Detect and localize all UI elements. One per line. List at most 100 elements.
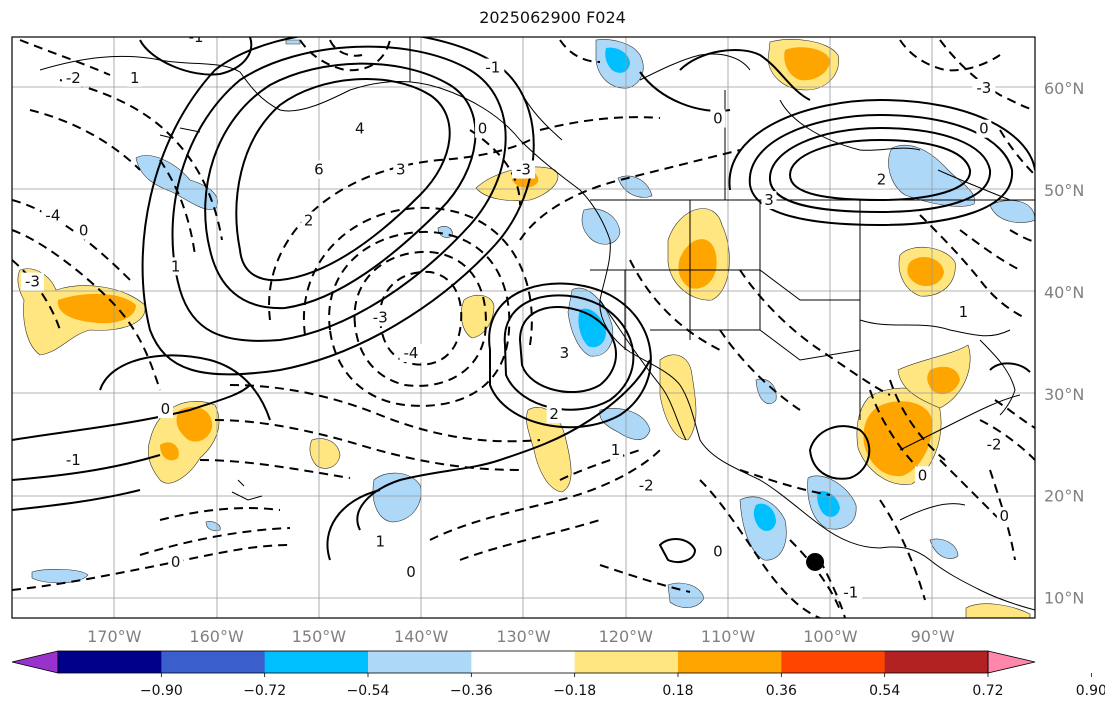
contour-label-bg <box>608 440 624 459</box>
contour-label: 0 <box>478 120 488 138</box>
contour-label-bg <box>982 435 1006 454</box>
colorbar-swatch <box>574 651 679 673</box>
contour-label-bg <box>475 119 491 138</box>
contour-label-bg <box>399 343 423 362</box>
contour-label: -2 <box>639 476 654 494</box>
contour-label: 2 <box>877 171 887 189</box>
colorbar-tick-label: −0.72 <box>243 683 286 699</box>
contour-label: 0 <box>161 400 171 418</box>
contour-label-bg <box>168 257 184 276</box>
contour-label-bg <box>368 308 392 327</box>
contour-label-bg <box>184 37 208 46</box>
contour-label: -3 <box>373 308 388 326</box>
contour-label: 2 <box>304 211 314 229</box>
positive-anomaly-core <box>176 406 213 442</box>
contour-label-bg <box>168 552 184 571</box>
contour-label-bg <box>839 583 863 602</box>
colorbar-swatch <box>161 651 266 673</box>
colorbar-swatch <box>264 651 369 673</box>
contour-label: 3 <box>396 161 406 179</box>
lat-tick-label: 40°N <box>1044 283 1084 302</box>
contour-label-bg <box>710 109 726 128</box>
colorbar-tick-label: 0.54 <box>869 683 900 699</box>
positive-anomaly-patch <box>965 603 1031 618</box>
colorbar-tick-label: 0.18 <box>662 683 693 699</box>
map-background <box>12 37 1035 618</box>
negative-anomaly-core <box>605 47 630 73</box>
contour-label-bg <box>61 68 85 87</box>
lon-tick-label: 130°W <box>496 627 551 646</box>
contour-label-bg <box>955 303 971 322</box>
positive-anomaly-core <box>784 47 830 81</box>
contour-label: 0 <box>979 120 989 138</box>
colorbar-swatch <box>368 651 472 673</box>
contour-label-bg <box>761 191 777 210</box>
graticule <box>12 37 1035 618</box>
contour-label: 0 <box>79 222 89 240</box>
colorbar-extend-max <box>987 650 1036 674</box>
positive-contours <box>12 37 1035 563</box>
contour-label: 1 <box>611 441 621 459</box>
marker-layer <box>806 552 825 571</box>
lon-tick-label: 170°W <box>87 627 142 646</box>
contour-label-bg <box>61 451 85 470</box>
positive-anomaly-core <box>863 401 933 477</box>
contour-label-bg <box>996 507 1012 526</box>
contour-label-bg <box>301 211 317 230</box>
negative-contours <box>12 39 1035 618</box>
negative-anomaly-core <box>753 503 776 531</box>
colorbar: −0.90 −0.72 −0.54 −0.36 −0.18 0.18 0.36 0.54 0.7… <box>11 650 1105 699</box>
negative-anomaly-core <box>817 490 840 517</box>
negative-anomaly-patch <box>135 155 218 210</box>
contour-label-bg <box>546 405 562 424</box>
lon-tick-label: 110°W <box>701 627 756 646</box>
contour-label-bg <box>972 78 996 97</box>
colorbar-tick-label: −0.54 <box>347 683 390 699</box>
lat-tick-label: 10°N <box>1044 589 1084 608</box>
contour-label: 2 <box>549 405 559 423</box>
negative-anomaly-patch <box>888 144 975 207</box>
contour-label: 1 <box>959 303 969 321</box>
contour-label-bg <box>41 206 65 225</box>
contour-label: 0 <box>1000 507 1010 525</box>
lon-tick-label: 150°W <box>292 627 347 646</box>
lat-tick-label: 60°N <box>1044 79 1084 98</box>
lon-tick-label: 90°W <box>911 627 955 646</box>
colorbar-tick-label: −0.36 <box>450 683 493 699</box>
contour-label-bg <box>976 119 992 138</box>
colorbar-swatch <box>58 651 162 673</box>
contour-label: -4 <box>403 344 418 362</box>
negative-anomaly-patch <box>929 538 959 559</box>
negative-anomaly-patch <box>581 208 621 245</box>
lon-tick-label: 120°W <box>599 627 654 646</box>
plot-title: 2025062900 F024 <box>479 8 626 27</box>
contour-label: 1 <box>130 69 140 87</box>
contour-label-bg <box>157 400 173 419</box>
colorbar-swatch <box>471 651 576 673</box>
colorbar-tick-label: −0.90 <box>140 683 183 699</box>
storm-marker <box>806 552 825 571</box>
contour-label: 1 <box>376 533 386 551</box>
positive-anomaly-patch <box>309 438 341 469</box>
lon-tick-label: 140°W <box>394 627 449 646</box>
colorbar-tick-label: −0.18 <box>553 683 596 699</box>
lat-tick-label: 20°N <box>1044 487 1084 506</box>
lat-tick-label: 30°N <box>1044 385 1084 404</box>
colorbar-extend-min <box>11 650 59 674</box>
contour-label: -1 <box>66 451 81 469</box>
contour-label: -1 <box>843 584 858 602</box>
contour-label: 3 <box>560 344 570 362</box>
positive-anomaly-core <box>927 366 960 395</box>
colorbar-outline <box>57 650 989 674</box>
contour-label-bg <box>914 466 930 485</box>
coastlines <box>39 37 1035 611</box>
positive-anomaly-core <box>57 293 136 324</box>
map-frame <box>11 36 1036 619</box>
contour-label-bg <box>20 272 44 291</box>
negative-anomaly-patch <box>617 175 653 198</box>
contour-label-bg <box>311 160 327 179</box>
contour-label: -3 <box>25 273 40 291</box>
colorbar-swatch <box>884 651 989 673</box>
negative-anomaly-patch <box>31 569 89 584</box>
contour-label: 0 <box>171 553 181 571</box>
